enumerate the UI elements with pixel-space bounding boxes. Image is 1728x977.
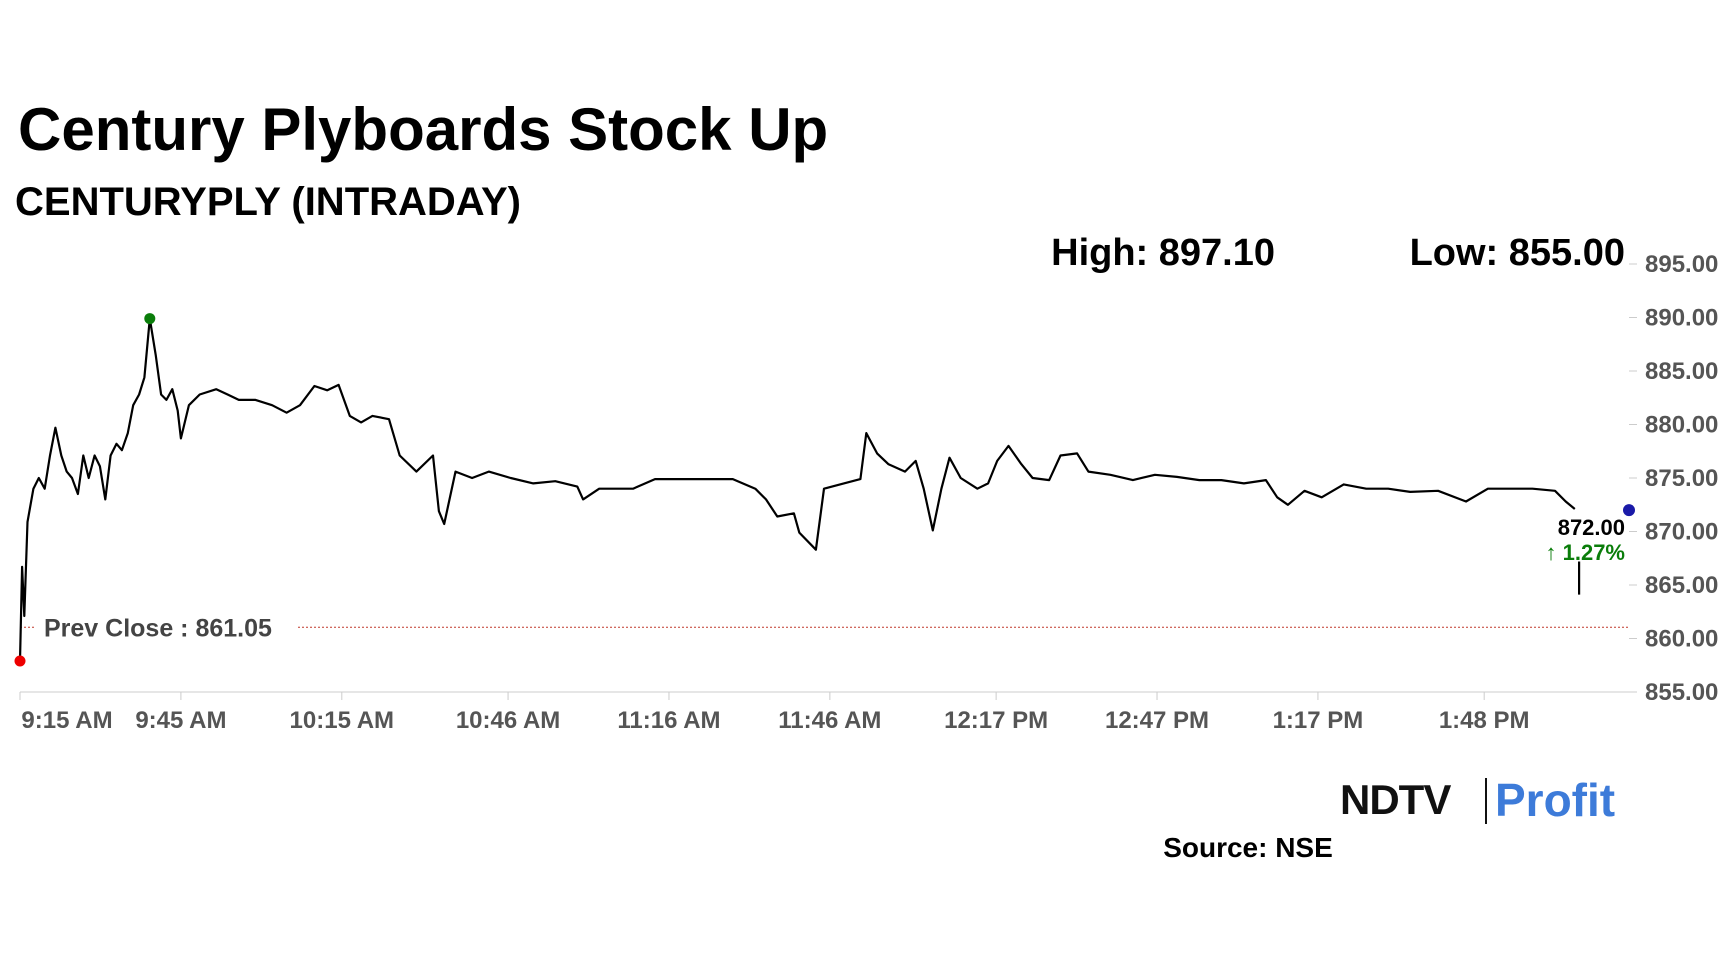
x-tick-label: 12:47 PM xyxy=(1105,707,1209,734)
x-tick-label: 10:15 AM xyxy=(290,707,394,734)
x-tick-label: 9:15 AM xyxy=(21,707,112,734)
brand-profit: Profit xyxy=(1495,774,1615,826)
y-tick-label: 895.00 xyxy=(1645,251,1718,278)
peak-marker xyxy=(144,313,156,325)
open-marker xyxy=(14,655,26,667)
change-label: ↑ 1.27% xyxy=(1546,540,1626,565)
y-tick-label: 890.00 xyxy=(1645,305,1718,332)
y-tick-label: 870.00 xyxy=(1645,519,1718,546)
chart-subtitle: CENTURYPLY (INTRADAY) xyxy=(15,180,521,224)
last-price: 872.00 xyxy=(1558,515,1625,540)
x-tick-label: 1:48 PM xyxy=(1439,707,1530,734)
chart-title: Century Plyboards Stock Up xyxy=(18,96,828,163)
y-tick-label: 875.00 xyxy=(1645,465,1718,492)
high-label: High: 897.10 xyxy=(1051,232,1275,274)
y-tick-label: 885.00 xyxy=(1645,358,1718,385)
x-tick-label: 10:46 AM xyxy=(456,707,560,734)
x-tick-label: 9:45 AM xyxy=(135,707,226,734)
price-line xyxy=(18,317,1581,662)
y-tick-label: 865.00 xyxy=(1645,572,1718,599)
x-tick-label: 12:17 PM xyxy=(944,707,1048,734)
last-marker xyxy=(1623,504,1635,517)
x-tick-label: 11:46 AM xyxy=(778,707,881,734)
x-tick-label: 11:16 AM xyxy=(617,707,720,734)
y-tick-label: 880.00 xyxy=(1645,412,1718,439)
y-tick-label: 860.00 xyxy=(1645,626,1718,653)
low-label: Low: 855.00 xyxy=(1410,232,1625,274)
x-tick-label: 1:17 PM xyxy=(1273,707,1364,734)
source: Source: NSE xyxy=(1163,832,1333,863)
brand-ndtv: NDTV xyxy=(1340,776,1451,823)
y-tick-label: 855.00 xyxy=(1645,679,1718,706)
prev-close-label: Prev Close : 861.05 xyxy=(44,614,272,642)
